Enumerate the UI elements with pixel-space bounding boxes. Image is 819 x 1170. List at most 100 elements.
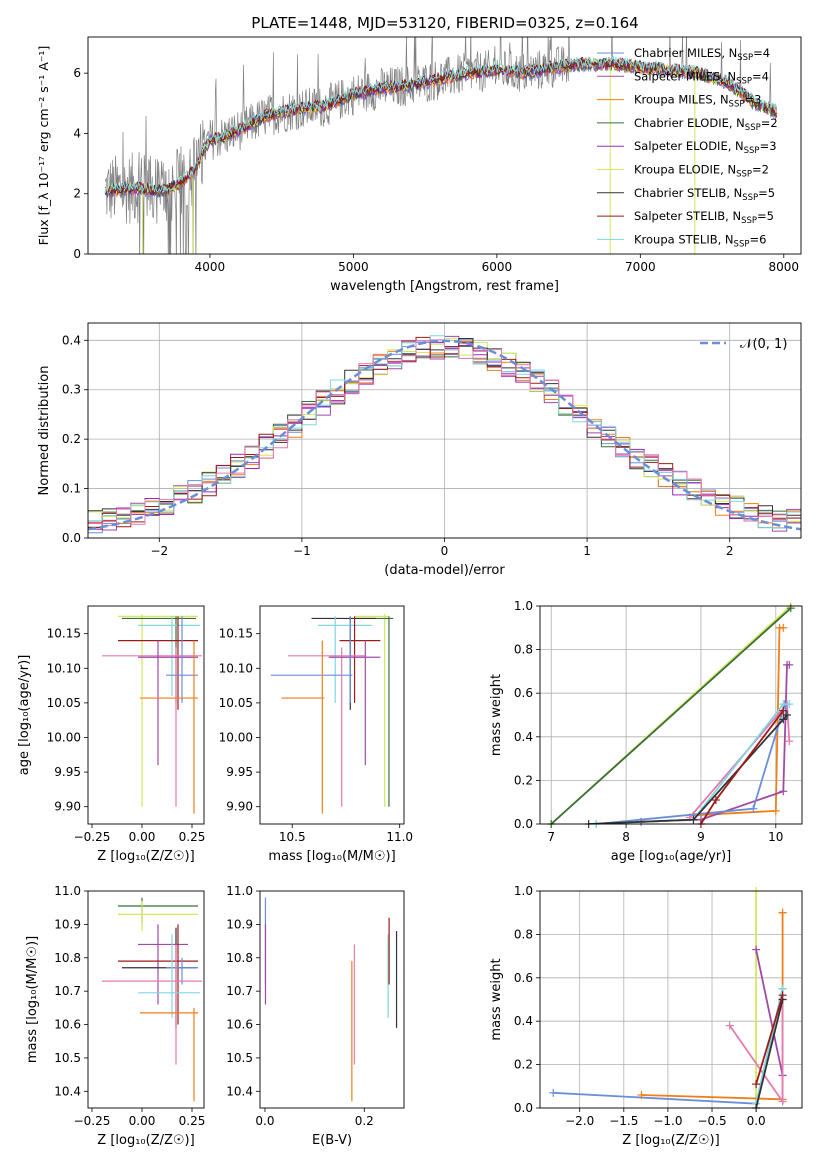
- y-tick-label: 10.05: [47, 696, 81, 710]
- x-axis-label: E(B-V): [312, 1133, 352, 1148]
- mass_vs_ebv-frame: [259, 890, 405, 1109]
- x-tick-label: 1: [583, 544, 591, 558]
- weight-line: [596, 703, 788, 824]
- weight-line: [588, 714, 788, 824]
- y-tick-label: 10.7: [54, 984, 81, 998]
- y-tick-label: 0.3: [62, 383, 81, 397]
- model-spectrum-line: [104, 55, 778, 194]
- y-tick-label: 1.0: [514, 599, 533, 613]
- normal-curve: [87, 339, 802, 531]
- y-tick-label: 11.0: [54, 884, 81, 898]
- x-tick-label: 0.0: [255, 1114, 274, 1128]
- y-tick-label: 0.6: [514, 686, 533, 700]
- y-tick-label: 10.8: [54, 951, 81, 965]
- weight_vs_Z-frame: [539, 890, 803, 1109]
- y-tick-label: 0.2: [514, 1058, 533, 1072]
- x-tick-label: −1.5: [609, 1114, 638, 1128]
- plots-group: 4000 5000 6000 7000 8000 0 2 4 6 wavelength [Angs…: [17, 36, 803, 1148]
- y-tick-label: 9.90: [226, 800, 253, 814]
- residuals-axes: [84, 323, 801, 542]
- y-tick-label: 0: [73, 247, 81, 261]
- y-tick-label: 10.4: [226, 1084, 253, 1098]
- y-tick-label: 9.95: [226, 765, 253, 779]
- y-axis-label: mass weight: [489, 958, 504, 1040]
- y-tick-label: 0.4: [514, 1014, 533, 1028]
- x-tick-label: −0.25: [74, 1114, 111, 1128]
- y-axis-label: mass weight: [489, 674, 504, 756]
- x-tick-label: 8000: [769, 260, 800, 274]
- x-tick-label: 0.25: [179, 1114, 206, 1128]
- x-tick-label: 8: [622, 830, 630, 844]
- weight-line: [755, 999, 784, 1108]
- histogram-step: [88, 339, 801, 534]
- figure-title: PLATE=1448, MJD=53120, FIBERID=0325, z=0…: [251, 14, 638, 32]
- data-spectrum-line: [104, 37, 777, 254]
- weight-line: [550, 607, 792, 824]
- x-tick-label: 0.0: [747, 1114, 766, 1128]
- x-tick-label: −2: [150, 544, 168, 558]
- y-tick-label: 10.6: [226, 1018, 253, 1032]
- legend-entry: Kroupa ELODIE, NSSP=2: [634, 163, 769, 180]
- x-tick-label: 0.25: [179, 830, 206, 844]
- x-tick-label: 0: [441, 544, 449, 558]
- spectrum-axes: [84, 72, 785, 258]
- y-axis-label: Normed distribution: [37, 366, 52, 496]
- x-tick-label: 7000: [625, 260, 656, 274]
- y-tick-label: 0.4: [514, 730, 533, 744]
- y-tick-label: 10.8: [226, 951, 253, 965]
- y-axis-label: Flux [f_λ 10⁻¹⁷ erg cm⁻² s⁻¹ A⁻¹]: [36, 46, 51, 246]
- legend-entry: Salpeter ELODIE, NSSP=3: [634, 139, 777, 156]
- y-tick-label: 10.00: [219, 730, 253, 744]
- y-tick-label: 2: [73, 187, 81, 201]
- x-tick-label: −0.25: [74, 830, 111, 844]
- y-tick-label: 10.6: [54, 1018, 81, 1032]
- x-tick-label: 10: [768, 830, 783, 844]
- x-axis-label: Z [log₁₀(Z/Z☉)]: [622, 1133, 719, 1148]
- y-tick-label: 0.0: [514, 817, 533, 831]
- x-tick-label: 11.0: [386, 830, 413, 844]
- x-tick-label: 0.2: [355, 1114, 374, 1128]
- legend-entry: 𝒩(0, 1): [740, 337, 787, 352]
- age_vs_mass-axes: [256, 633, 401, 828]
- y-tick-label: 11.0: [226, 884, 253, 898]
- weight-line: [700, 710, 785, 824]
- x-tick-label: 10.5: [279, 830, 306, 844]
- legend-entry: Chabrier MILES, NSSP=4: [634, 46, 770, 63]
- y-tick-label: 0.2: [514, 773, 533, 787]
- y-tick-label: 0.0: [514, 1101, 533, 1115]
- y-tick-label: 9.90: [54, 800, 81, 814]
- y-tick-label: 0.1: [62, 482, 81, 496]
- mass_vs_ebv-axes: [256, 890, 365, 1112]
- y-tick-label: 4: [73, 126, 81, 140]
- y-tick-label: 10.10: [47, 661, 81, 675]
- x-tick-label: −1.0: [653, 1114, 682, 1128]
- x-tick-label: 4000: [195, 260, 226, 274]
- y-tick-label: 0.4: [62, 333, 81, 347]
- y-tick-label: 10.05: [219, 696, 253, 710]
- legend-entry: Salpeter MILES, NSSP=4: [634, 69, 769, 86]
- y-tick-label: 1.0: [514, 884, 533, 898]
- x-tick-label: 0.00: [129, 830, 156, 844]
- x-tick-label: −2.0: [565, 1114, 594, 1128]
- x-tick-label: 6000: [482, 260, 513, 274]
- x-tick-label: 7: [547, 830, 555, 844]
- y-axis-label: age [log₁₀(age/yr)]: [17, 655, 32, 776]
- weight_vs_age-frame: [539, 605, 803, 825]
- age_vs_mass-frame: [259, 605, 405, 825]
- y-tick-label: 0.8: [514, 927, 533, 941]
- x-axis-label: (data-model)/error: [384, 563, 505, 578]
- legend-entry: Chabrier STELIB, NSSP=5: [634, 186, 775, 203]
- age_vs_Z-axes: [84, 633, 193, 828]
- y-tick-label: 0.2: [62, 432, 81, 446]
- y-axis-label: mass [log₁₀(M/M☉)]: [25, 936, 40, 1063]
- legend-entry: Salpeter STELIB, NSSP=5: [634, 209, 774, 226]
- x-tick-label: −0.5: [697, 1114, 726, 1128]
- spectrum-frame: [87, 36, 802, 255]
- age_vs_Z-frame: [87, 605, 205, 825]
- y-tick-label: 6: [73, 66, 81, 80]
- x-tick-label: −1: [293, 544, 311, 558]
- x-tick-label: 5000: [338, 260, 369, 274]
- residuals-frame: [87, 322, 802, 539]
- x-axis-label: Z [log₁₀(Z/Z☉)]: [97, 1133, 194, 1148]
